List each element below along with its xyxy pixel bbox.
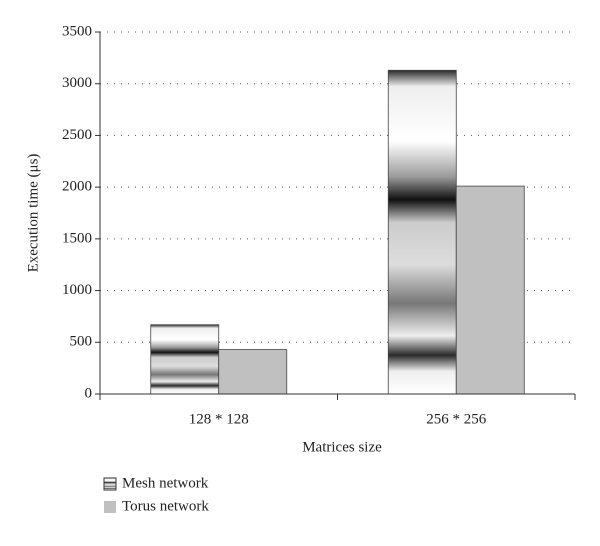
x-tick-label: 128 * 128 — [189, 411, 249, 427]
y-tick-label: 3000 — [62, 75, 92, 91]
y-tick-label: 2500 — [62, 127, 92, 143]
legend-label: Torus network — [122, 498, 209, 514]
legend-swatch — [104, 501, 116, 513]
y-tick-label: 2000 — [62, 179, 92, 195]
y-tick-label: 500 — [70, 334, 93, 350]
bar — [150, 324, 220, 395]
y-tick-label: 1000 — [62, 282, 92, 298]
y-axis-label: Execution time (μs) — [25, 154, 41, 273]
x-axis-label: Matrices size — [302, 439, 382, 455]
bar — [455, 185, 525, 395]
legend-swatch — [103, 477, 117, 491]
bar — [387, 69, 457, 395]
y-tick-label: 0 — [85, 385, 93, 401]
bar — [218, 349, 288, 395]
y-tick-label: 1500 — [62, 230, 92, 246]
x-tick-label: 256 * 256 — [426, 411, 487, 427]
legend-label: Mesh network — [122, 475, 209, 491]
y-tick-label: 3500 — [62, 23, 92, 39]
